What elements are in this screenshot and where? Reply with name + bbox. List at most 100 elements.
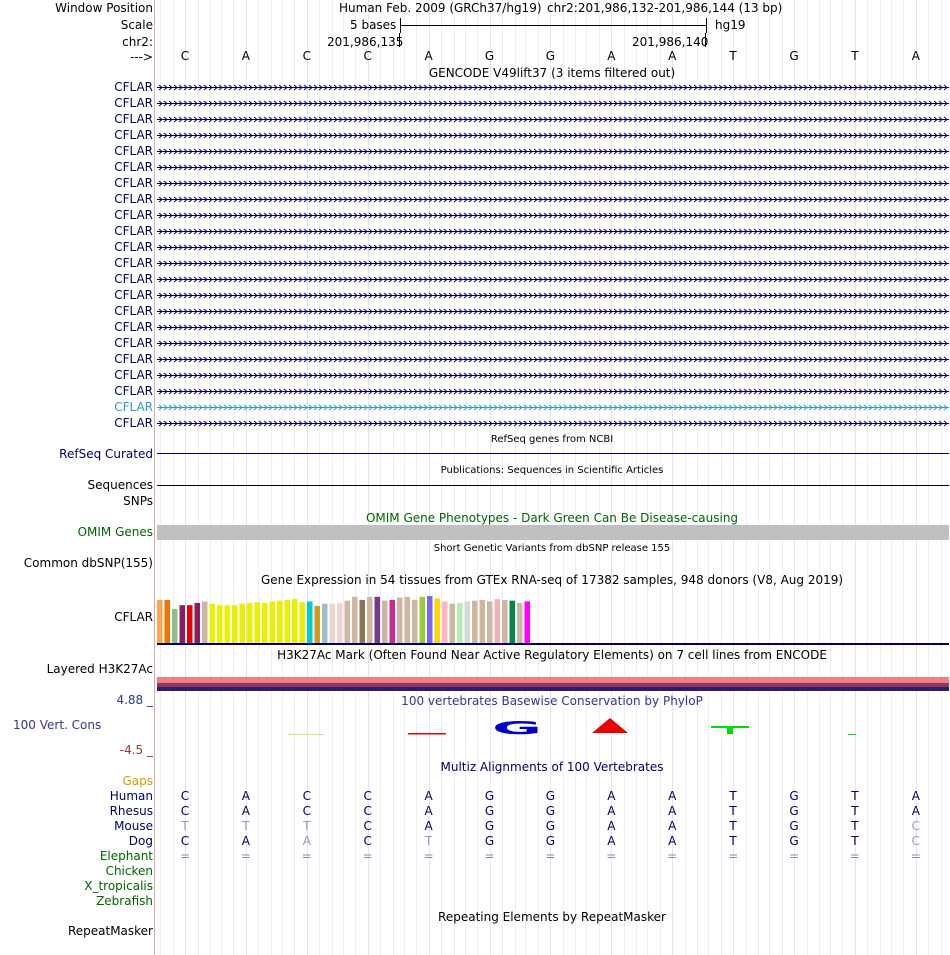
gtex-bar-chart[interactable] <box>155 585 535 645</box>
gencode-item-label[interactable]: CFLAR <box>114 400 153 414</box>
gencode-item-label[interactable]: CFLAR <box>114 208 153 222</box>
ruler-base: G <box>545 49 556 63</box>
gencode-item-label[interactable]: CFLAR <box>114 192 153 206</box>
h3k27ac-layer-purple[interactable] <box>157 683 949 687</box>
gencode-item-label[interactable]: CFLAR <box>114 384 153 398</box>
gencode-transcript[interactable] <box>157 275 949 284</box>
alignment-base: = <box>545 849 556 863</box>
alignment-base: C <box>302 804 311 818</box>
omim-bar[interactable] <box>157 525 949 540</box>
gencode-item-label[interactable]: CFLAR <box>114 128 153 142</box>
species-label[interactable]: Human <box>109 789 153 803</box>
gencode-transcript[interactable] <box>157 419 949 428</box>
refseq-title: RefSeq genes from NCBI <box>490 434 614 445</box>
alignment-base: G <box>789 834 799 848</box>
gencode-transcript[interactable] <box>157 307 949 316</box>
gencode-transcript[interactable] <box>157 355 949 364</box>
species-label[interactable]: Chicken <box>105 864 153 878</box>
gencode-transcript[interactable] <box>157 243 949 252</box>
gencode-item-label[interactable]: CFLAR <box>114 144 153 158</box>
species-label[interactable]: Mouse <box>114 819 153 833</box>
phylop-logo[interactable]: G <box>155 715 950 745</box>
species-label[interactable]: Dog <box>128 834 153 848</box>
gencode-item-label[interactable]: CFLAR <box>114 272 153 286</box>
alignment-base: G <box>545 834 556 848</box>
alignment-base: C <box>180 804 190 818</box>
gencode-transcript[interactable] <box>157 403 949 412</box>
phylop-label[interactable]: 100 Vert. Cons <box>13 718 102 732</box>
gencode-item-label[interactable]: CFLAR <box>114 112 153 126</box>
publications-line[interactable] <box>157 485 949 486</box>
scale-bar-left-tick <box>400 18 401 33</box>
refseq-line[interactable] <box>157 453 949 454</box>
gencode-transcript[interactable] <box>157 291 949 300</box>
gencode-item-label[interactable]: CFLAR <box>114 352 153 366</box>
gencode-transcript[interactable] <box>157 131 949 140</box>
alignment-base: C <box>180 834 190 848</box>
sequences-label[interactable]: Sequences <box>87 478 153 492</box>
gencode-transcript[interactable] <box>157 323 949 332</box>
gencode-transcript[interactable] <box>157 115 949 124</box>
gencode-transcript[interactable] <box>157 227 949 236</box>
gtex-tissue-bar <box>329 603 335 643</box>
h3k27ac-layer-pink[interactable] <box>157 677 949 683</box>
refseq-label[interactable]: RefSeq Curated <box>59 447 153 461</box>
alignment-base: = <box>362 849 373 863</box>
species-label[interactable]: Zebrafish <box>96 894 153 908</box>
alignment-base: = <box>423 849 434 863</box>
gtex-tissue-bar <box>359 599 365 643</box>
omim-label[interactable]: OMIM Genes <box>77 525 153 539</box>
gencode-transcript[interactable] <box>157 195 949 204</box>
gencode-item-label[interactable]: CFLAR <box>114 80 153 94</box>
dbsnp-title: Short Genetic Variants from dbSNP releas… <box>433 543 671 554</box>
gencode-item-label[interactable]: CFLAR <box>114 240 153 254</box>
repeatmasker-label[interactable]: RepeatMasker <box>67 924 153 938</box>
ruler-base: C <box>302 49 311 63</box>
dbsnp-label[interactable]: Common dbSNP(155) <box>23 556 153 570</box>
alignment-base: C <box>302 789 311 803</box>
gencode-item-label[interactable]: CFLAR <box>114 224 153 238</box>
ruler-base: A <box>668 49 677 63</box>
alignment-base: = <box>606 849 617 863</box>
gencode-transcript[interactable] <box>157 83 949 92</box>
gaps-label: Gaps <box>122 774 153 788</box>
alignment-base: T <box>424 834 433 848</box>
gencode-item-label[interactable]: CFLAR <box>114 288 153 302</box>
gencode-transcript[interactable] <box>157 211 949 220</box>
species-label[interactable]: Rhesus <box>109 804 153 818</box>
base-gridlines <box>160 0 942 955</box>
gencode-transcript[interactable] <box>157 371 949 380</box>
gtex-tissue-bar <box>307 601 313 643</box>
track-divider <box>154 0 155 955</box>
gtex-label[interactable]: CFLAR <box>114 610 153 624</box>
gencode-transcript[interactable] <box>157 99 949 108</box>
gencode-item-label[interactable]: CFLAR <box>114 160 153 174</box>
alignment-base: A <box>424 789 433 803</box>
gencode-item-label[interactable]: CFLAR <box>114 416 153 430</box>
gencode-transcript[interactable] <box>157 179 949 188</box>
gencode-item-label[interactable]: CFLAR <box>114 96 153 110</box>
track-area[interactable] <box>155 0 950 955</box>
gencode-item-label[interactable]: CFLAR <box>114 256 153 270</box>
gencode-item-label[interactable]: CFLAR <box>114 368 153 382</box>
alignment-base: A <box>668 789 677 803</box>
gencode-transcript[interactable] <box>157 259 949 268</box>
gencode-item-label[interactable]: CFLAR <box>114 336 153 350</box>
snps-label[interactable]: SNPs <box>123 494 153 508</box>
gtex-tissue-bar <box>232 605 238 643</box>
gencode-transcript[interactable] <box>157 387 949 396</box>
h3k27ac-layer-navy[interactable] <box>157 687 949 691</box>
gencode-item-label[interactable]: CFLAR <box>114 304 153 318</box>
gencode-transcript[interactable] <box>157 147 949 156</box>
alignment-base: C <box>363 834 372 848</box>
gencode-transcript[interactable] <box>157 163 949 172</box>
species-label[interactable]: X_tropicalis <box>84 879 153 893</box>
species-label[interactable]: Elephant <box>99 849 153 863</box>
coord-right: 201,986,140 <box>632 35 709 49</box>
alignment-base: T <box>851 804 859 818</box>
h3k27ac-label[interactable]: Layered H3K27Ac <box>46 662 153 676</box>
gencode-transcript[interactable] <box>157 339 949 348</box>
gencode-item-label[interactable]: CFLAR <box>114 320 153 334</box>
gencode-item-label[interactable]: CFLAR <box>114 176 153 190</box>
ruler-base: T <box>851 49 859 63</box>
